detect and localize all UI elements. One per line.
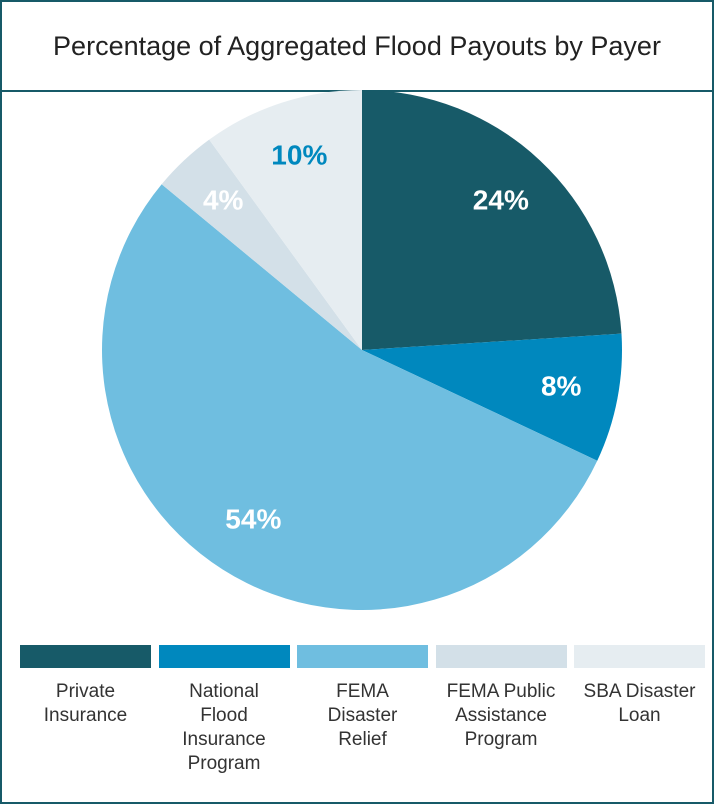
data-label: 8% (541, 370, 582, 401)
legend-label: SBA Disaster Loan (583, 681, 696, 726)
legend-label: Private Insurance (43, 681, 128, 726)
legend-item: FEMA Public Assistance Program (435, 645, 567, 752)
legend-item: SBA Disaster Loan (574, 645, 705, 728)
pie-slice (209, 90, 362, 350)
pie-slice (362, 90, 622, 350)
pie-slice (161, 139, 362, 350)
legend-label: FEMA Public Assistance Program (446, 681, 556, 750)
legend-item: Private Insurance (20, 645, 151, 728)
legend-label: National Flood Insurance Program (182, 681, 266, 774)
data-label: 4% (203, 185, 244, 216)
legend-swatch (574, 645, 705, 668)
legend-item: National Flood Insurance Program (158, 645, 290, 776)
legend-item: FEMA Disaster Relief (297, 645, 428, 752)
pie-slice (101, 184, 598, 611)
legend-swatch (20, 645, 151, 668)
data-label: 54% (225, 504, 281, 535)
legend: Private Insurance National Flood Insuranc… (20, 645, 706, 795)
data-label: 10% (271, 140, 327, 171)
legend-label: FEMA Disaster Relief (327, 681, 398, 750)
data-label: 24% (473, 185, 529, 216)
legend-swatch (158, 645, 290, 668)
pie-chart: 24% 8% 54% 4% 10% (101, 90, 622, 611)
pie-slice (362, 333, 622, 461)
legend-swatch (435, 645, 567, 668)
legend-swatch (297, 645, 428, 668)
